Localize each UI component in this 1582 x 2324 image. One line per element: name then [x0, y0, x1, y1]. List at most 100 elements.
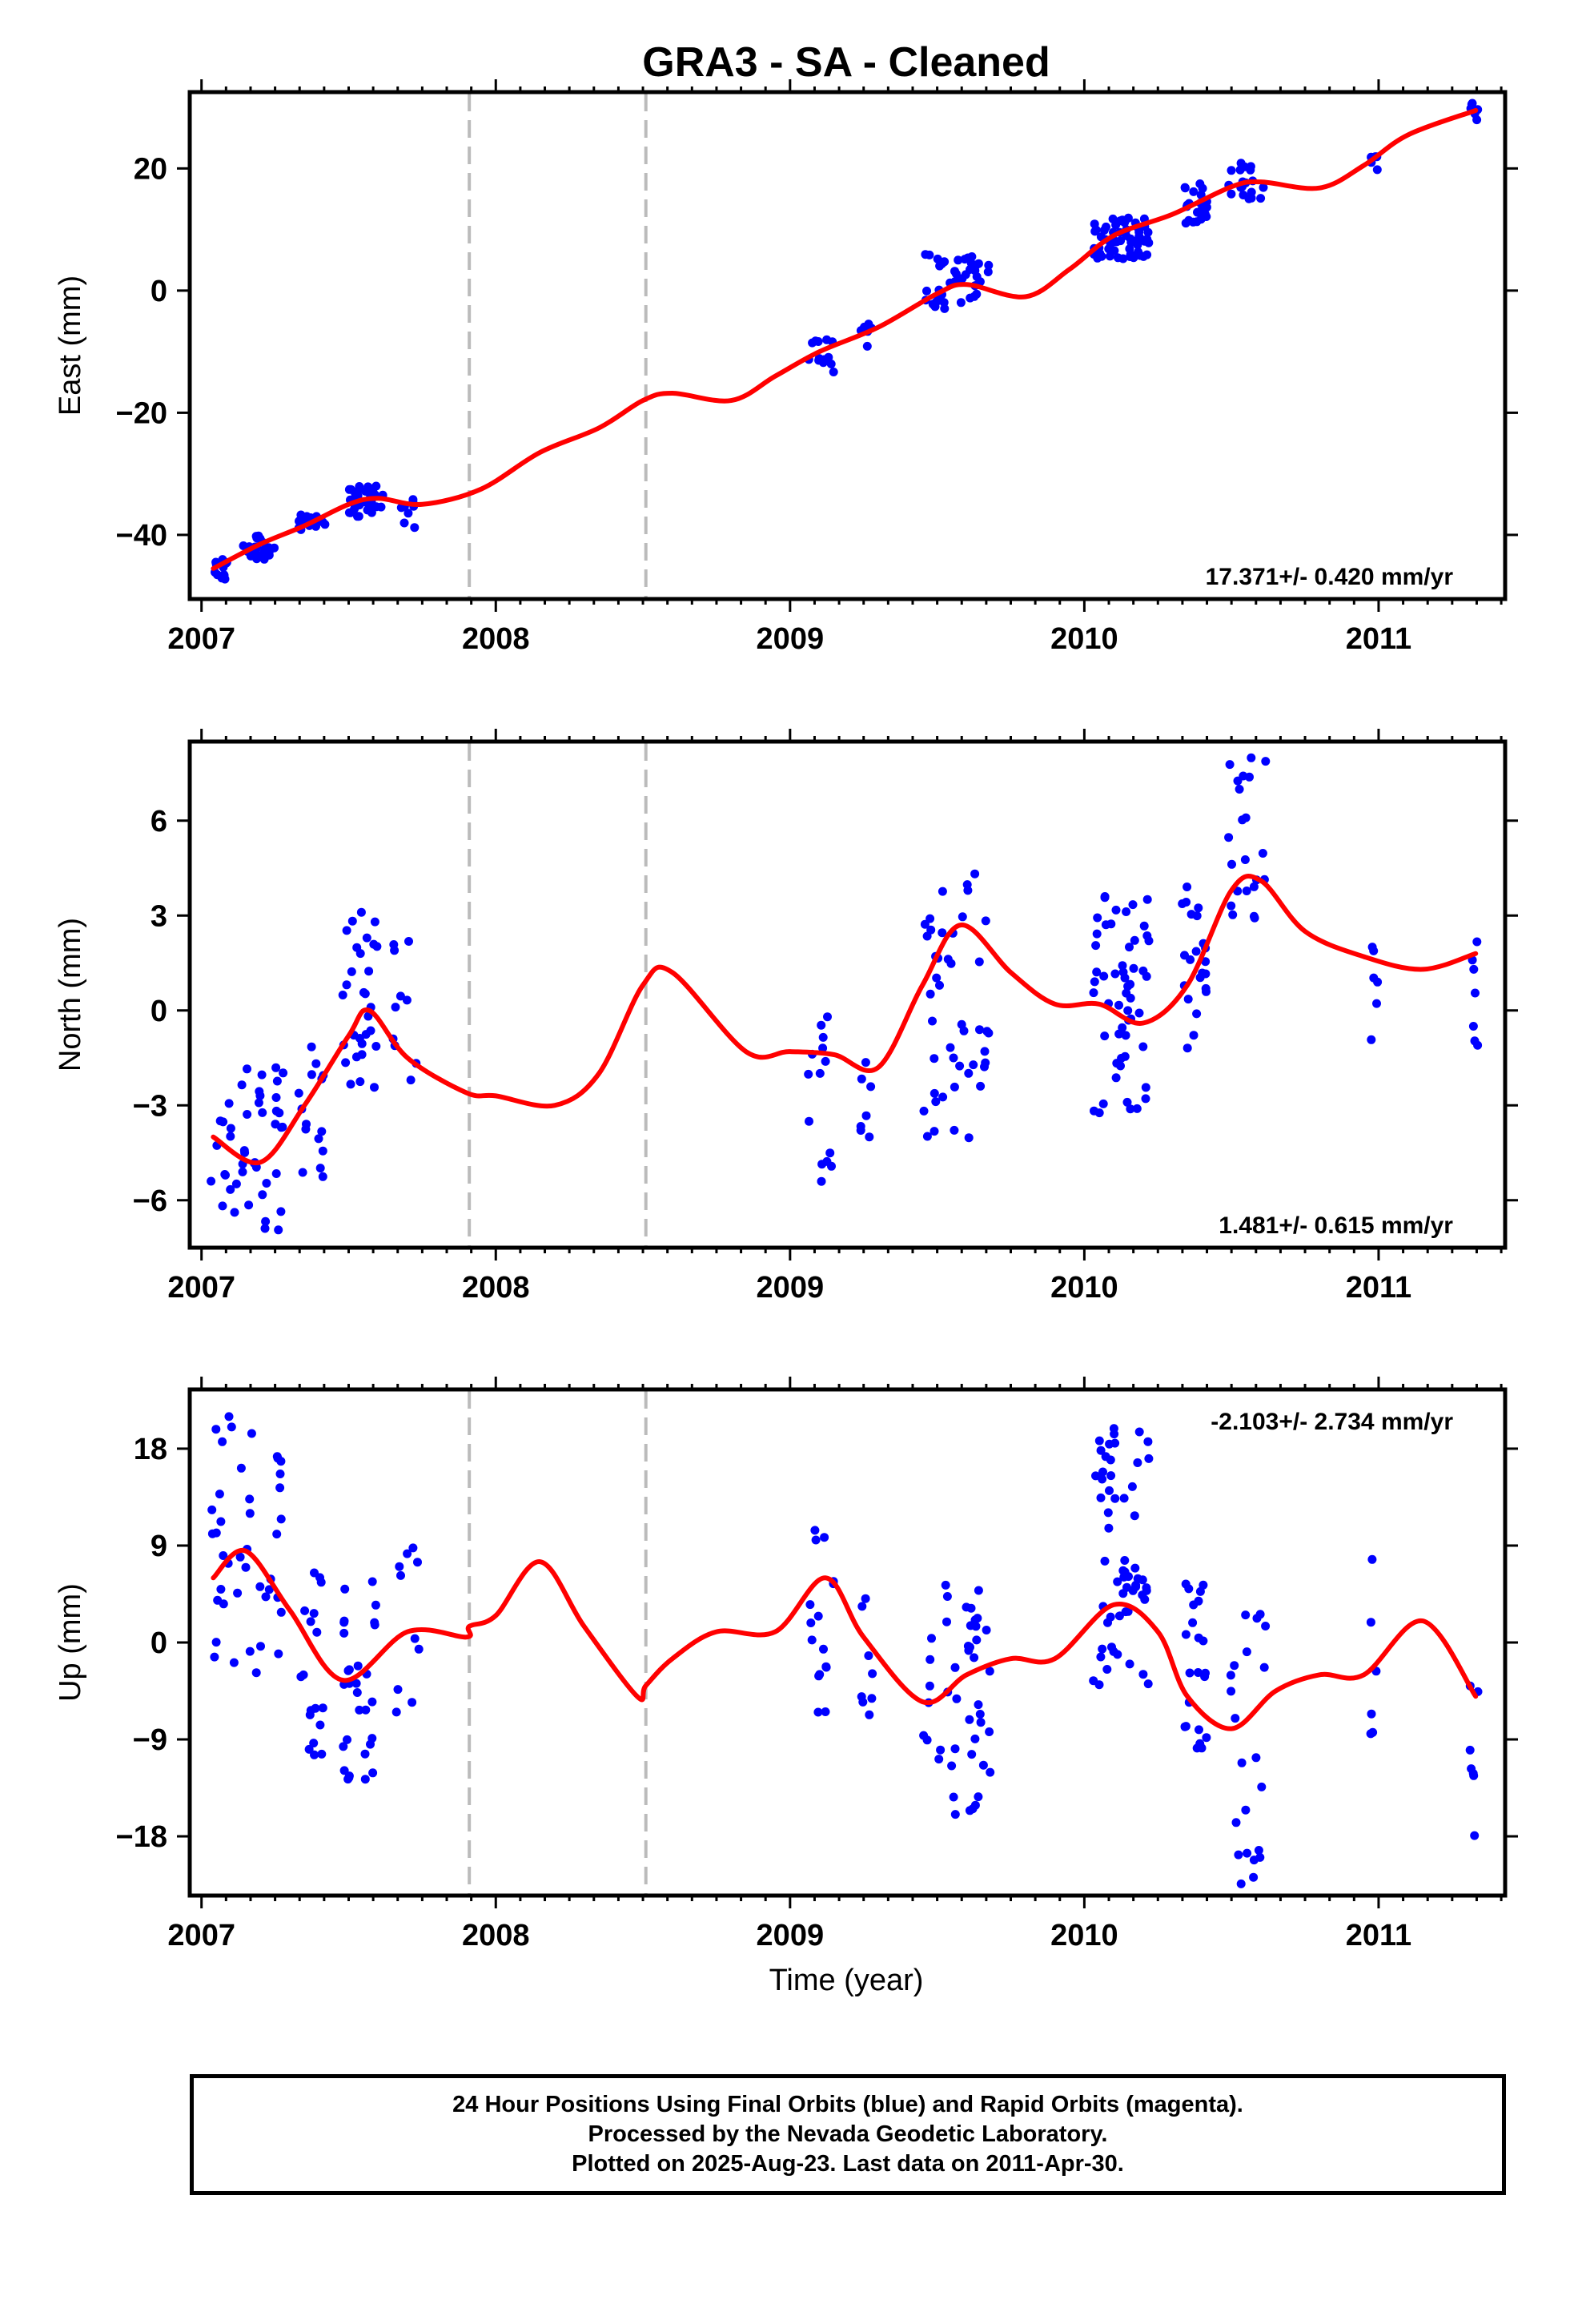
data-point — [925, 250, 934, 259]
data-point — [818, 1032, 828, 1042]
data-point — [970, 1734, 980, 1743]
x-tick-label: 2010 — [1050, 622, 1118, 656]
data-point — [311, 1703, 320, 1713]
data-point — [857, 1074, 866, 1084]
data-point — [1470, 1831, 1480, 1840]
data-point — [1189, 187, 1199, 196]
data-point — [1109, 1424, 1118, 1433]
data-point — [1470, 1036, 1480, 1046]
data-point — [931, 1097, 941, 1107]
x-tick-label: 2011 — [1346, 1919, 1411, 1952]
data-point — [317, 1127, 327, 1136]
data-point — [1472, 937, 1482, 947]
data-point — [952, 1694, 962, 1703]
y-tick-label: −3 — [133, 1089, 167, 1123]
y-tick-label: −9 — [133, 1723, 167, 1757]
data-point — [821, 1056, 830, 1066]
data-point — [216, 1585, 226, 1594]
data-point — [342, 926, 351, 935]
data-point — [273, 1454, 283, 1463]
data-point — [1126, 252, 1134, 261]
data-point — [1224, 833, 1234, 842]
data-point — [1180, 951, 1189, 960]
data-point — [215, 1116, 225, 1126]
data-point — [974, 1700, 983, 1710]
data-points — [211, 99, 1483, 584]
data-point — [1140, 1594, 1150, 1604]
data-point — [821, 1662, 831, 1671]
data-point — [941, 1580, 950, 1590]
data-point — [1094, 1436, 1104, 1445]
data-point — [806, 1618, 816, 1627]
data-point — [356, 907, 366, 917]
data-point — [1096, 1445, 1106, 1455]
data-point — [1369, 946, 1379, 955]
data-point — [1227, 859, 1236, 869]
fit-curve — [211, 107, 1479, 571]
data-point — [211, 1425, 221, 1434]
data-point — [298, 1168, 307, 1177]
data-point — [1110, 1494, 1120, 1503]
data-point — [369, 939, 379, 949]
data-point — [943, 955, 953, 964]
data-point — [1194, 1596, 1203, 1606]
data-point — [864, 1651, 873, 1660]
data-point — [1122, 907, 1131, 916]
data-point — [926, 925, 936, 935]
data-point — [343, 1666, 353, 1675]
data-point — [1252, 1614, 1262, 1623]
y-tick-label: −18 — [116, 1820, 167, 1854]
fit-curve — [211, 874, 1479, 1166]
data-point — [307, 1042, 316, 1051]
data-point — [1372, 165, 1382, 175]
data-point — [370, 1083, 379, 1092]
y-tick-label: −40 — [116, 519, 167, 553]
data-point — [925, 1681, 934, 1691]
data-point — [1230, 1661, 1239, 1671]
data-point — [942, 1617, 951, 1626]
data-point — [1094, 1108, 1104, 1118]
data-point — [926, 989, 935, 999]
data-point — [1182, 1043, 1192, 1053]
data-point — [1130, 1563, 1140, 1573]
y-tick-label: 3 — [151, 899, 167, 933]
data-point — [320, 520, 330, 529]
caption-line-1: 24 Hour Positions Using Final Orbits (bl… — [452, 2092, 1243, 2117]
data-point — [367, 1734, 377, 1743]
data-point — [218, 1437, 227, 1446]
data-point — [1142, 1583, 1151, 1593]
data-point — [1111, 1073, 1121, 1083]
data-point — [1102, 222, 1110, 231]
data-point — [339, 1616, 349, 1626]
data-points — [207, 1412, 1483, 1888]
data-point — [309, 1609, 319, 1618]
data-point — [274, 1649, 283, 1659]
data-point — [1091, 225, 1101, 235]
data-point — [984, 260, 994, 270]
x-tick-label: 2011 — [1346, 622, 1411, 656]
data-point — [930, 1088, 939, 1098]
data-point — [1259, 183, 1268, 192]
data-point — [276, 1207, 286, 1216]
data-point — [1111, 220, 1121, 230]
caption-box: 24 Hour Positions Using Final Orbits (bl… — [190, 2074, 1506, 2195]
data-point — [1182, 898, 1191, 907]
data-point — [804, 1069, 813, 1079]
data-point — [312, 1627, 322, 1637]
data-point — [376, 502, 386, 512]
data-point — [959, 1026, 969, 1035]
data-point — [1192, 1009, 1202, 1019]
data-point — [231, 1179, 241, 1188]
data-point — [805, 1116, 813, 1126]
data-point — [371, 1042, 381, 1051]
data-point — [243, 1064, 251, 1074]
y-tick-label: 0 — [151, 275, 167, 308]
y-tick-label: 0 — [151, 1626, 167, 1660]
data-point — [1098, 1474, 1107, 1484]
data-point — [361, 1705, 371, 1715]
data-point — [1100, 1556, 1110, 1566]
data-point — [255, 1582, 265, 1591]
data-point — [950, 1810, 960, 1819]
data-point — [396, 991, 405, 1001]
data-point — [315, 1164, 325, 1173]
